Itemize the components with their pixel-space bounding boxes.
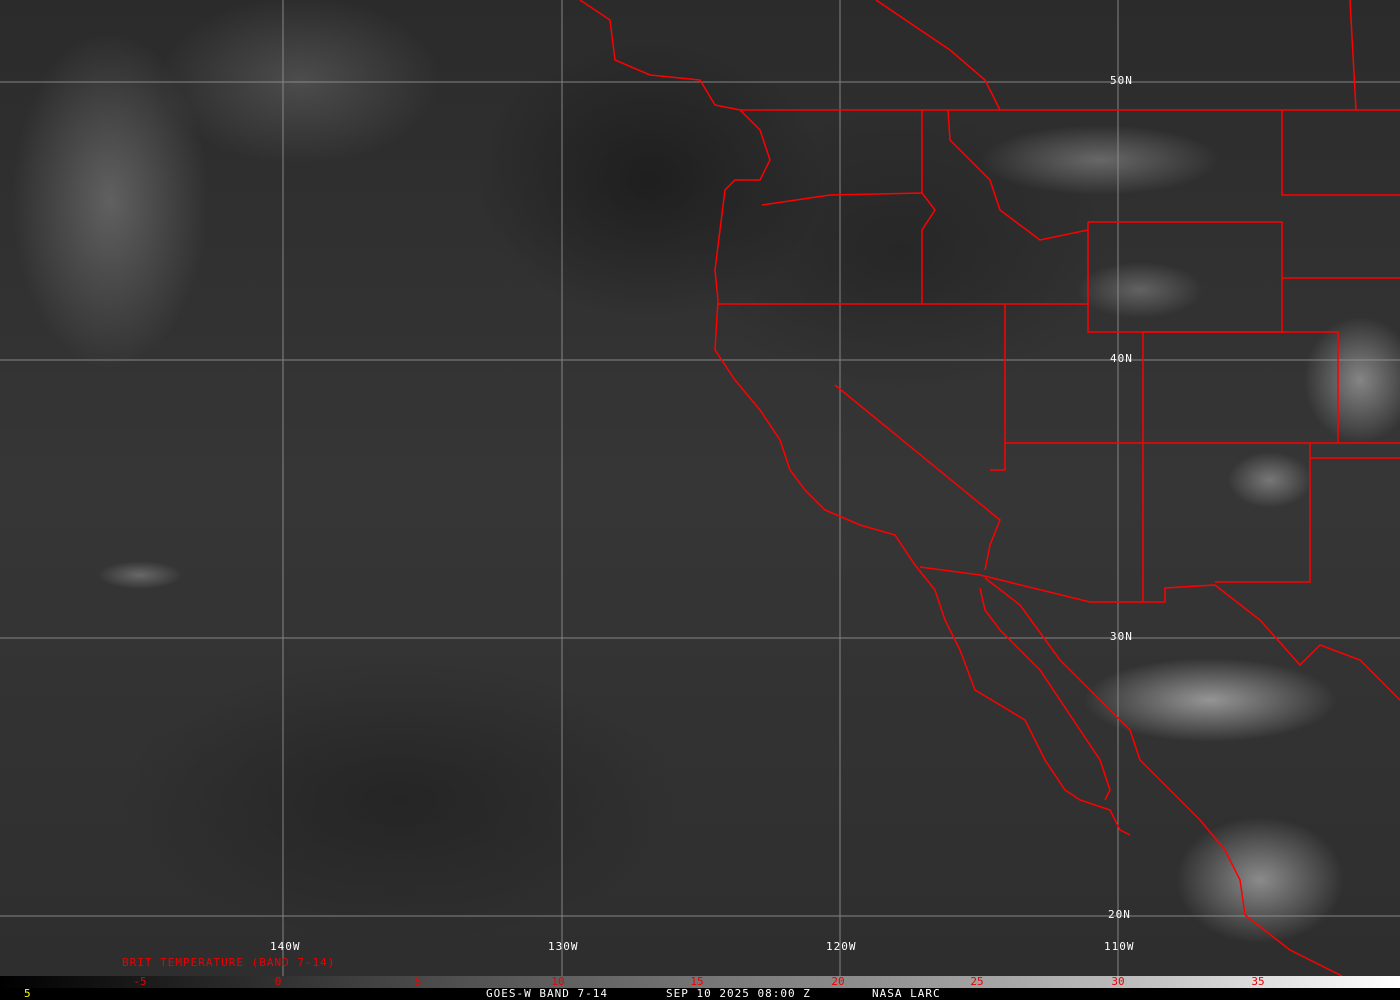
lat-label-30n: 30N	[1110, 630, 1133, 643]
colorbar-tick: 25	[970, 975, 984, 988]
colorbar-tick: 0	[274, 975, 282, 988]
colorbar	[0, 976, 1400, 988]
mt-east	[1281, 110, 1400, 196]
footer-bar: 5 GOES-W BAND 7-14 SEP 10 2025 08:00 Z N…	[0, 987, 1400, 1000]
nv-east-border	[990, 304, 1006, 471]
satellite-imagery	[0, 0, 1400, 976]
canada-east	[1349, 0, 1357, 111]
coastline-west	[579, 0, 1131, 836]
ca-nv-border	[834, 384, 1001, 571]
source-label: NASA LARC	[872, 987, 941, 1000]
lon-label-140w: 140W	[270, 940, 301, 953]
datetime-label: SEP 10 2025 08:00 Z	[666, 987, 811, 1000]
colorbar-tick: -5	[133, 975, 147, 988]
lat-label-50n: 50N	[1110, 74, 1133, 87]
lat-label-20n: 20N	[1108, 908, 1131, 921]
wyoming-border	[1087, 221, 1283, 333]
map-overlay	[0, 0, 1400, 976]
id-west-border	[921, 110, 936, 304]
lon-label-130w: 130W	[548, 940, 579, 953]
colorbar-tick: 30	[1111, 975, 1125, 988]
co-border	[1143, 331, 1339, 443]
us-mexico-border	[919, 566, 1400, 701]
product-label: GOES-W BAND 7-14	[486, 987, 608, 1000]
canada-border-north	[875, 0, 1001, 111]
lat-label-40n: 40N	[1110, 352, 1133, 365]
colorbar-tick: 5	[414, 975, 422, 988]
legend-title: BRIT TEMPERATURE (BAND 7-14)	[122, 956, 336, 969]
colorbar-tick: 35	[1251, 975, 1265, 988]
lon-label-110w: 110W	[1104, 940, 1135, 953]
frame-number: 5	[24, 987, 32, 1000]
lon-label-120w: 120W	[826, 940, 857, 953]
id-mt-border	[947, 109, 1089, 241]
wa-or-border	[761, 192, 923, 206]
nm-east	[1215, 443, 1311, 583]
colorbar-tick: 20	[831, 975, 845, 988]
political-borders	[579, 0, 1400, 976]
colorbar-tick: 15	[690, 975, 704, 988]
coastline-mainland-mexico	[984, 577, 1343, 976]
lat-lon-grid	[0, 0, 1400, 976]
colorbar-tick: 10	[551, 975, 565, 988]
coastline-gulf-of-california	[979, 587, 1111, 801]
